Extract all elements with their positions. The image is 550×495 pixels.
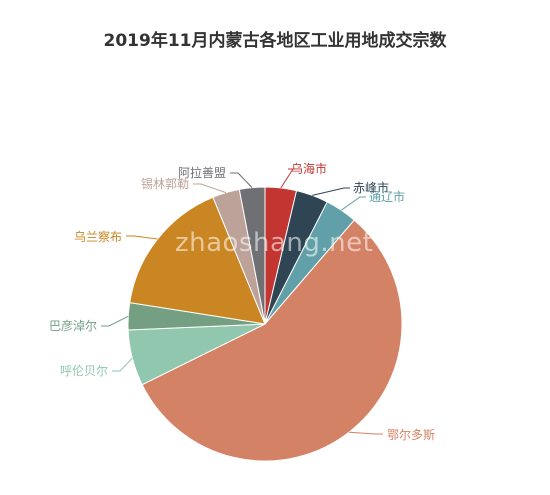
slice-label-5: 巴彦淖尔: [49, 318, 97, 333]
pie-slice-8[interactable]: [238, 186, 266, 325]
label-line-8: [230, 172, 253, 188]
label-line-7: [193, 183, 227, 194]
chart-title: 2019年11月内蒙古各地区工业用地成交宗数: [103, 31, 447, 51]
label-line-1: [312, 187, 350, 196]
slice-label-3: 鄂尔多斯: [387, 427, 435, 442]
slice-label-4: 呼伦贝尔: [60, 363, 108, 378]
slice-label-8: 阿拉善盟: [178, 165, 226, 180]
slice-label-7: 锡林郭勒: [141, 176, 189, 191]
label-line-2: [341, 196, 366, 211]
label-line-3: [348, 431, 383, 435]
slice-label-6: 乌兰察布: [74, 229, 122, 244]
slice-label-2: 通辽市: [369, 189, 405, 204]
pie-slice-6[interactable]: [129, 196, 266, 325]
watermark: zhaoshang.net: [175, 228, 374, 258]
label-line-0: [280, 168, 294, 189]
slice-label-1: 赤峰市: [353, 180, 389, 195]
label-line-6: [126, 235, 158, 240]
label-line-5: [101, 315, 129, 327]
pie-slice-3[interactable]: [141, 219, 403, 462]
label-line-4: [112, 357, 133, 372]
slice-label-0: 乌海市: [291, 161, 327, 176]
